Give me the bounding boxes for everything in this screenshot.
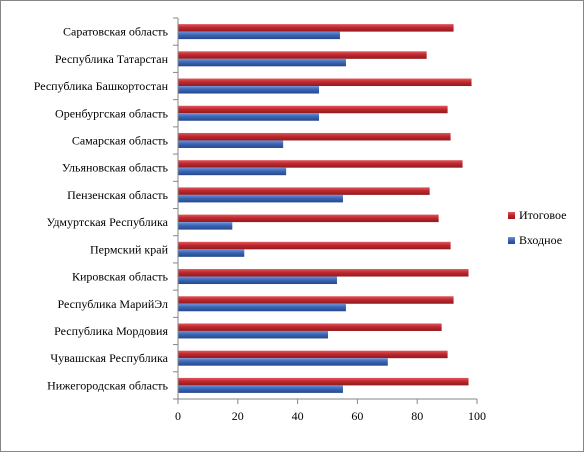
bar-itogovoe-12	[178, 350, 448, 359]
bar-itogovoe-1	[178, 51, 427, 59]
x-tick-label: 60	[351, 409, 363, 423]
bar-itogovoe-9	[178, 269, 469, 277]
bar-vkhodnoe-0	[178, 31, 340, 40]
bar-vkhodnoe-11	[178, 330, 328, 339]
category-label: Республика Башкортостан	[34, 79, 169, 93]
legend-swatch-vkhodnoe	[508, 237, 515, 244]
category-labels: Саратовская область Республика Татарстан Р…	[34, 25, 169, 393]
axis-layer	[173, 17, 478, 404]
bar-itogovoe-5	[178, 160, 463, 168]
bar-vkhodnoe-13	[178, 385, 343, 393]
legend-swatch-itogovoe	[508, 212, 515, 219]
bar-itogovoe-11	[178, 323, 442, 331]
bar-itogovoe-3	[178, 105, 448, 114]
x-tick-label: 0	[175, 409, 181, 423]
category-label: Самарская область	[72, 133, 169, 147]
x-tick-label: 20	[232, 409, 244, 423]
bar-vkhodnoe-10	[178, 303, 346, 312]
bar-vkhodnoe-3	[178, 113, 320, 121]
bar-vkhodnoe-9	[178, 276, 337, 285]
legend-label-itogovoe: Итоговое	[519, 208, 566, 222]
bar-itogovoe-10	[178, 296, 454, 304]
bar-vkhodnoe-8	[178, 249, 245, 257]
bar-itogovoe-2	[178, 78, 472, 87]
x-tick-label: 40	[292, 409, 304, 423]
bar-vkhodnoe-12	[178, 358, 388, 366]
bar-itogovoe-6	[178, 187, 430, 195]
category-label: Удмуртская Республика	[47, 215, 169, 229]
bar-vkhodnoe-4	[178, 140, 284, 148]
category-label: Оренбургская область	[55, 106, 168, 120]
bar-itogovoe-4	[178, 132, 451, 141]
x-tick-label: 100	[468, 409, 486, 423]
bar-vkhodnoe-7	[178, 222, 233, 230]
bar-vkhodnoe-5	[178, 167, 287, 176]
category-label: Кировская область	[72, 270, 169, 284]
category-label: Пензенская область	[67, 188, 168, 202]
x-tick-label: 80	[411, 409, 423, 423]
bar-itogovoe-8	[178, 241, 451, 250]
category-label: Пермский край	[90, 242, 169, 256]
category-label: Ульяновская область	[62, 161, 169, 175]
category-label: Республика Татарстан	[55, 52, 169, 66]
bar-vkhodnoe-1	[178, 58, 346, 67]
bars-layer	[178, 24, 472, 393]
category-label: Саратовская область	[63, 25, 169, 39]
category-label: Республика Мордовия	[54, 324, 168, 338]
category-label: Чувашская Республика	[50, 351, 168, 365]
bar-vkhodnoe-2	[178, 86, 320, 94]
legend: Итоговое Входное	[508, 208, 566, 247]
bar-itogovoe-13	[178, 377, 469, 386]
bar-vkhodnoe-6	[178, 194, 343, 203]
legend-label-vkhodnoe: Входное	[519, 233, 562, 247]
category-label: Республика МарийЭл	[57, 297, 168, 311]
bar-itogovoe-0	[178, 24, 454, 32]
bar-itogovoe-7	[178, 214, 439, 223]
category-label: Нижегородская область	[47, 378, 168, 392]
tick-labels: 0 20 40 60 80 100	[175, 409, 486, 423]
